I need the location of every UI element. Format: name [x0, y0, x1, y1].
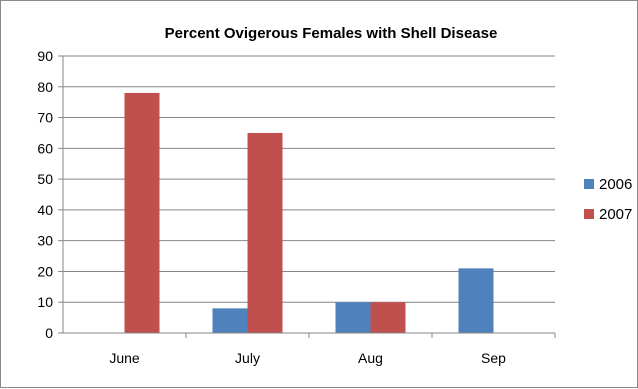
- legend: 2006 2007: [584, 176, 632, 223]
- bar-2007-june: [124, 92, 160, 333]
- y-tick-label: 40: [37, 202, 53, 218]
- y-tick-label: 80: [37, 79, 53, 95]
- legend-swatch-2007: [584, 209, 594, 219]
- x-axis-ticks: June July Aug Sep: [109, 333, 556, 366]
- y-tick-label: 50: [37, 171, 53, 187]
- y-tick-label: 60: [37, 140, 53, 156]
- x-tick-label: Aug: [358, 350, 383, 366]
- legend-label-2006: 2006: [599, 176, 632, 193]
- bar-2006-sep: [458, 268, 494, 333]
- bars: [124, 92, 494, 333]
- y-tick-label: 0: [45, 325, 53, 341]
- y-tick-label: 10: [37, 294, 53, 310]
- y-axis-ticks: 0 10 20 30 40 50 60 70 80 90: [37, 48, 63, 341]
- x-tick-label: Sep: [481, 350, 506, 366]
- bar-2006-july: [212, 308, 248, 333]
- x-tick-label: July: [235, 350, 260, 366]
- bar-2007-july: [247, 132, 283, 333]
- bar-2006-aug: [335, 302, 371, 333]
- legend-swatch-2006: [584, 179, 594, 189]
- bar-2007-aug: [370, 302, 406, 333]
- y-tick-label: 70: [37, 110, 53, 126]
- legend-label-2007: 2007: [599, 206, 632, 223]
- y-tick-label: 20: [37, 263, 53, 279]
- y-tick-label: 30: [37, 233, 53, 249]
- y-tick-label: 90: [37, 48, 53, 64]
- chart-title: Percent Ovigerous Females with Shell Dis…: [165, 25, 498, 42]
- x-tick-label: June: [109, 350, 140, 366]
